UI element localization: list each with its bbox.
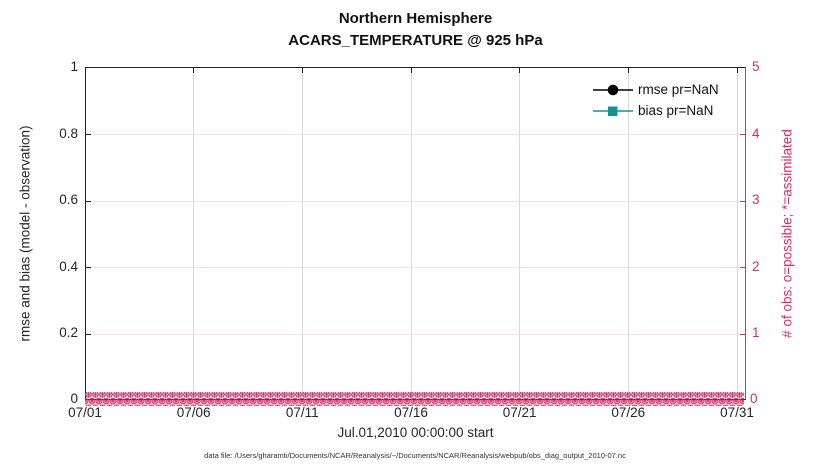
axis-tick — [86, 267, 91, 269]
right-ytick-label: 5 — [752, 59, 760, 74]
gridline-h — [86, 134, 745, 136]
legend[interactable]: rmse pr=NaN bias pr=NaN — [591, 79, 719, 121]
bias-line-marker-icon — [593, 106, 633, 116]
axis-tick — [740, 333, 745, 335]
left-ytick-label: 0.6 — [59, 192, 78, 208]
right-ytick-label: 4 — [752, 125, 760, 141]
axis-tick — [736, 68, 738, 73]
right-ytick-label: 1 — [752, 325, 760, 341]
x-axis-label: Jul.01,2010 00:00:00 start — [337, 425, 494, 440]
right-ytick-label: 3 — [752, 192, 760, 208]
data-file-caption: data file: /Users/gharamti/Documents/NCA… — [204, 451, 626, 460]
left-ytick-label: 0.8 — [59, 125, 78, 141]
xtick-label: 07/26 — [611, 405, 646, 420]
gridline-v — [736, 68, 738, 399]
xtick-label: 07/31 — [720, 405, 754, 420]
legend-label-bias: bias pr=NaN — [638, 103, 714, 118]
right-ytick-label: 0 — [750, 391, 758, 406]
left-ytick-label: 0.2 — [59, 325, 78, 341]
axis-tick — [86, 200, 91, 202]
right-axis-label: # of obs: o=possible; *=assimilated — [779, 129, 795, 338]
axis-tick — [519, 68, 521, 73]
rmse-line-marker-icon — [593, 84, 633, 95]
axis-tick — [740, 267, 745, 269]
gridline-h — [86, 267, 745, 269]
right-ytick-label: 2 — [752, 258, 760, 274]
plot-area[interactable] — [85, 67, 746, 400]
left-axis-label: rmse and bias (model - observation) — [17, 125, 33, 342]
chart-subtitle: ACARS_TEMPERATURE @ 925 hPa — [288, 32, 543, 49]
axis-tick — [301, 68, 303, 73]
left-ytick-label: 0 — [70, 391, 78, 406]
gridline-v — [410, 68, 412, 399]
left-ytick-label: 0.4 — [59, 258, 78, 274]
axis-tick — [193, 68, 195, 73]
xtick-label: 07/01 — [68, 405, 102, 420]
left-ytick-label: 1 — [70, 59, 78, 74]
xtick-label: 07/11 — [285, 405, 319, 420]
axis-tick — [410, 68, 412, 73]
axis-tick — [86, 134, 91, 136]
gridline-h — [86, 200, 745, 202]
legend-item-bias[interactable]: bias pr=NaN — [591, 100, 719, 121]
xtick-label: 07/06 — [176, 405, 211, 420]
chart-title: Northern Hemisphere — [338, 10, 493, 27]
gridline-v — [301, 68, 303, 399]
axis-tick — [740, 200, 745, 202]
gridline-h — [86, 333, 745, 335]
gridline-v — [193, 68, 195, 399]
axis-tick — [740, 134, 745, 136]
axis-tick — [86, 333, 91, 335]
gridline-v — [519, 68, 521, 399]
legend-item-rmse[interactable]: rmse pr=NaN — [591, 79, 719, 100]
legend-label-rmse: rmse pr=NaN — [638, 82, 719, 97]
axis-tick — [627, 68, 629, 73]
xtick-label: 07/21 — [502, 405, 537, 420]
gridline-v — [627, 68, 629, 399]
obs-count-marker-band — [85, 392, 744, 406]
xtick-label: 07/16 — [394, 405, 428, 420]
